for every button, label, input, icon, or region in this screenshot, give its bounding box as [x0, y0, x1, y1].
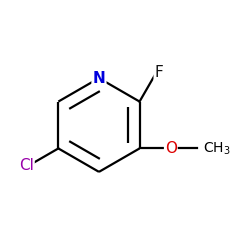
Text: CH$_3$: CH$_3$ [203, 140, 231, 157]
Text: Cl: Cl [19, 158, 34, 173]
Text: O: O [165, 141, 177, 156]
Text: N: N [92, 70, 105, 86]
Text: F: F [155, 65, 164, 80]
